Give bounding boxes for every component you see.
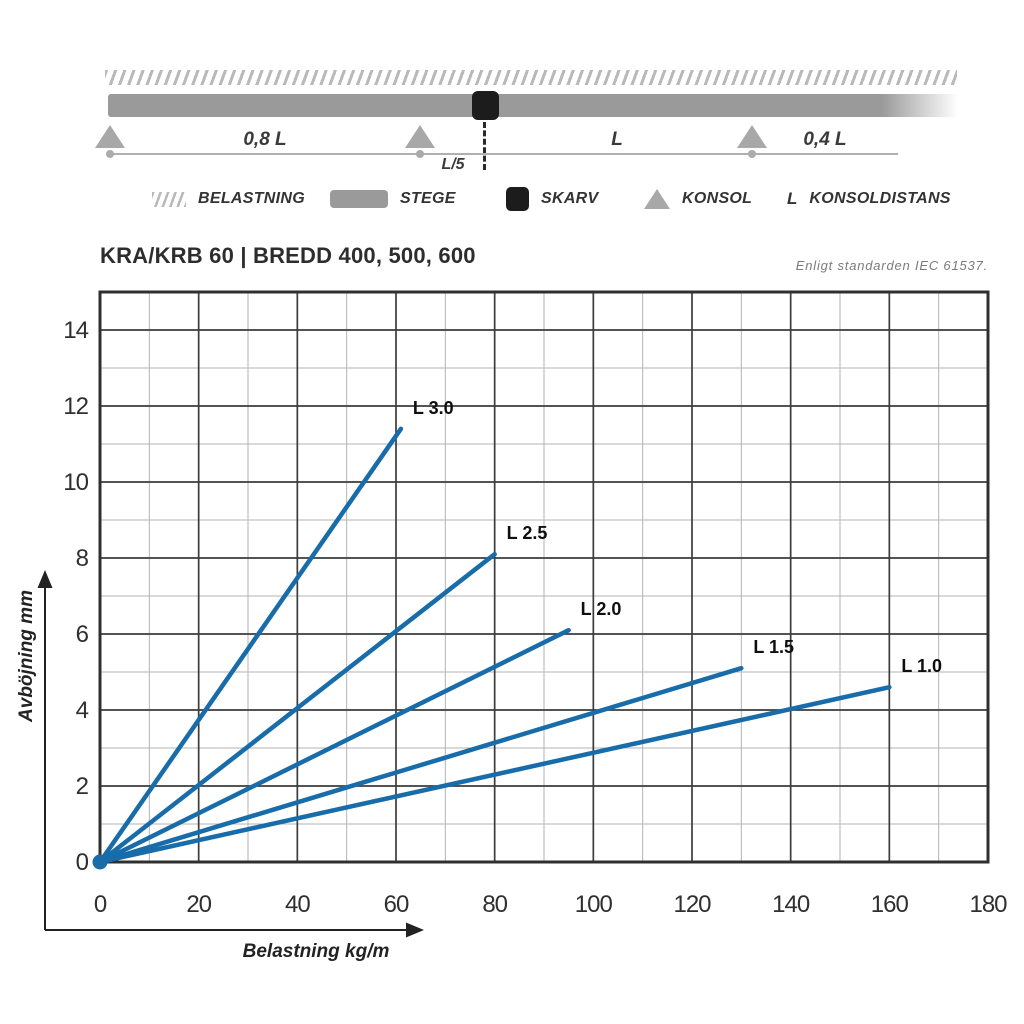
y-tick-label: 12: [63, 393, 88, 420]
legend-label: SKARV: [541, 190, 599, 207]
series-line: [97, 551, 497, 865]
x-tick-label: 20: [186, 891, 211, 918]
load-hatch-icon: [105, 70, 957, 85]
x-tick-label: 100: [575, 891, 613, 918]
series-line: [97, 665, 744, 865]
series-line: [97, 627, 571, 865]
bracket-icon: [95, 125, 125, 148]
splice-dashed-line: [483, 122, 486, 170]
dimension-dot: [416, 150, 424, 158]
y-tick-label: 8: [76, 545, 89, 572]
legend-item-konsol: KONSOL: [644, 186, 752, 212]
series-label: L 2.5: [507, 523, 548, 543]
x-tick-label: 120: [673, 891, 711, 918]
ladder-icon: [330, 190, 388, 208]
legend-item-stege: STEGE: [330, 186, 456, 212]
y-tick-label: 2: [76, 773, 89, 800]
bracket-icon: [737, 125, 767, 148]
splice-offset-label: L/5: [441, 156, 465, 173]
y-tick-label: 14: [63, 317, 88, 344]
x-tick-label: 80: [482, 891, 507, 918]
y-axis-arrowhead-icon: [37, 570, 53, 588]
span-right-label: 0,4 L: [803, 129, 847, 150]
series-line: [97, 684, 892, 865]
legend-label: KONSOL: [682, 190, 753, 207]
x-tick-label: 180: [969, 891, 1007, 918]
chart-title: KRA/KRB 60 | BREDD 400, 500, 600: [100, 243, 476, 268]
x-tick-label: 0: [94, 891, 107, 918]
series-line: [97, 426, 404, 865]
x-axis-arrowhead-icon: [406, 922, 424, 938]
x-axis-label: Belastning kg/m: [243, 941, 390, 962]
x-tick-label: 60: [384, 891, 409, 918]
series-label: L 1.0: [901, 656, 942, 676]
dimension-line: [108, 153, 898, 155]
splice-icon: [506, 187, 529, 211]
dimension-dot: [748, 150, 756, 158]
legend-item-skarv: SKARV: [506, 186, 599, 212]
hatch-icon: [152, 191, 186, 207]
dimension-dot: [106, 150, 114, 158]
standard-note: Enligt standarden IEC 61537.: [795, 258, 988, 273]
y-tick-label: 6: [76, 621, 89, 648]
legend-label: KONSOLDISTANS: [809, 190, 951, 207]
y-tick-label: 10: [63, 469, 88, 496]
ladder-beam: [108, 94, 958, 117]
x-tick-label: 160: [871, 891, 909, 918]
legend-item-konsoldistans: L KONSOLDISTANS: [787, 186, 951, 212]
series-label: L 2.0: [581, 599, 622, 619]
series-label: L 3.0: [413, 398, 454, 418]
legend-label: BELASTNING: [198, 190, 305, 207]
plot-border: [98, 290, 990, 864]
span-mid-label: L: [611, 129, 623, 150]
series-label: L 1.5: [753, 637, 794, 657]
splice-marker: [472, 91, 499, 120]
origin-dot: [92, 854, 108, 870]
legend-label: STEGE: [400, 190, 456, 207]
y-tick-label: 0: [76, 849, 89, 876]
x-tick-label: 140: [772, 891, 810, 918]
bracket-icon: [405, 125, 435, 148]
y-axis-label: Avböjning mm: [16, 590, 37, 723]
span-left-label: 0,8 L: [243, 129, 287, 150]
letter-l-icon: L: [787, 189, 798, 208]
x-tick-label: 40: [285, 891, 310, 918]
y-tick-label: 4: [76, 697, 89, 724]
legend-item-belastning: BELASTNING: [152, 186, 305, 212]
bracket-icon: [644, 189, 670, 209]
